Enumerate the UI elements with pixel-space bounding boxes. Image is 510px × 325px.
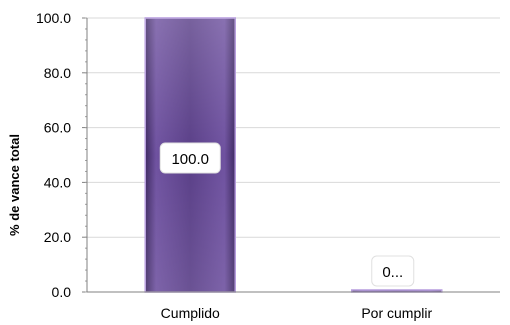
data-label-text: 100.0: [171, 151, 209, 168]
y-tick-label: 80.0: [44, 65, 71, 81]
y-tick-label: 20.0: [44, 229, 71, 245]
y-tick-labels: 0.0 20.0 40.0 60.0 80.0 100.0: [36, 10, 71, 300]
data-label-text: 0...: [382, 264, 403, 281]
x-tick-label: Cumplido: [161, 305, 220, 321]
bar-sheen: [351, 290, 442, 292]
y-tick-label: 100.0: [36, 10, 71, 26]
data-label-box: [159, 142, 221, 174]
data-label-box: [371, 255, 415, 287]
y-tick-label: 60.0: [44, 120, 71, 136]
y-axis-title: % de vance total: [7, 134, 22, 236]
data-label: 0...: [371, 255, 415, 287]
x-tick-labels: Cumplido Por cumplir: [161, 305, 433, 321]
y-tick-label: 40.0: [44, 174, 71, 190]
data-labels: 100.0 0...: [159, 142, 415, 287]
data-label: 100.0: [159, 142, 221, 174]
axes: [82, 17, 500, 293]
y-tick-label: 0.0: [52, 284, 72, 300]
x-tick-label: Por cumplir: [361, 305, 432, 321]
